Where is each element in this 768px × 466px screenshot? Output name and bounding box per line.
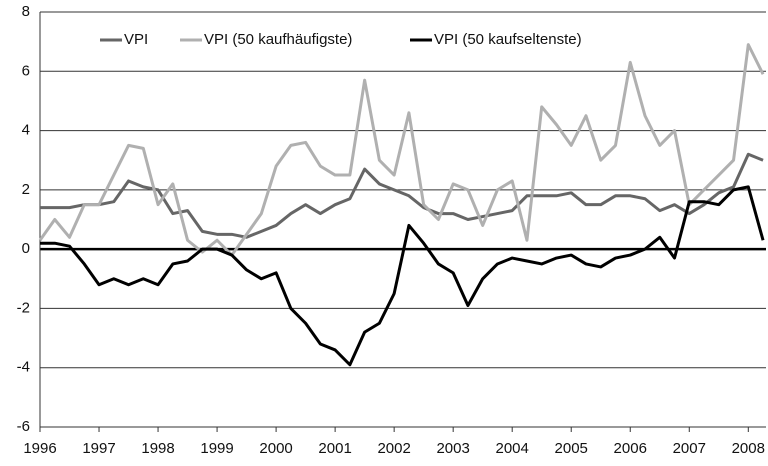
y-tick-label: -4 — [17, 359, 30, 376]
y-tick-label: 2 — [22, 181, 30, 198]
series-line — [38, 43, 765, 257]
x-tick-label: 2007 — [673, 440, 706, 457]
x-tick-label: 1996 — [23, 440, 56, 457]
x-tick-label: 2005 — [555, 440, 588, 457]
legend-label: VPI (50 kaufhäufigste) — [204, 31, 352, 48]
series-line — [40, 185, 765, 367]
legend-label: VPI (50 kaufseltenste) — [434, 31, 582, 48]
legend-label: VPI — [124, 31, 148, 48]
x-tick-label: 2001 — [318, 440, 351, 457]
y-tick-label: -2 — [17, 299, 30, 316]
y-tick-label: 6 — [22, 62, 30, 79]
series-line — [40, 152, 764, 239]
x-tick-label: 2002 — [377, 440, 410, 457]
y-tick-label: 4 — [22, 122, 30, 139]
x-tick-label: 1998 — [141, 440, 174, 457]
y-tick-label: 8 — [22, 3, 30, 20]
y-tick-label: -6 — [17, 418, 30, 435]
x-tick-label: 1997 — [82, 440, 115, 457]
x-tick-label: 2004 — [496, 440, 529, 457]
x-tick-label: 2006 — [614, 440, 647, 457]
y-tick-label: 0 — [22, 240, 30, 257]
x-tick-label: 2008 — [732, 440, 765, 457]
x-tick-label: 2000 — [259, 440, 292, 457]
x-tick-label: 2003 — [436, 440, 469, 457]
x-tick-label: 1999 — [200, 440, 233, 457]
